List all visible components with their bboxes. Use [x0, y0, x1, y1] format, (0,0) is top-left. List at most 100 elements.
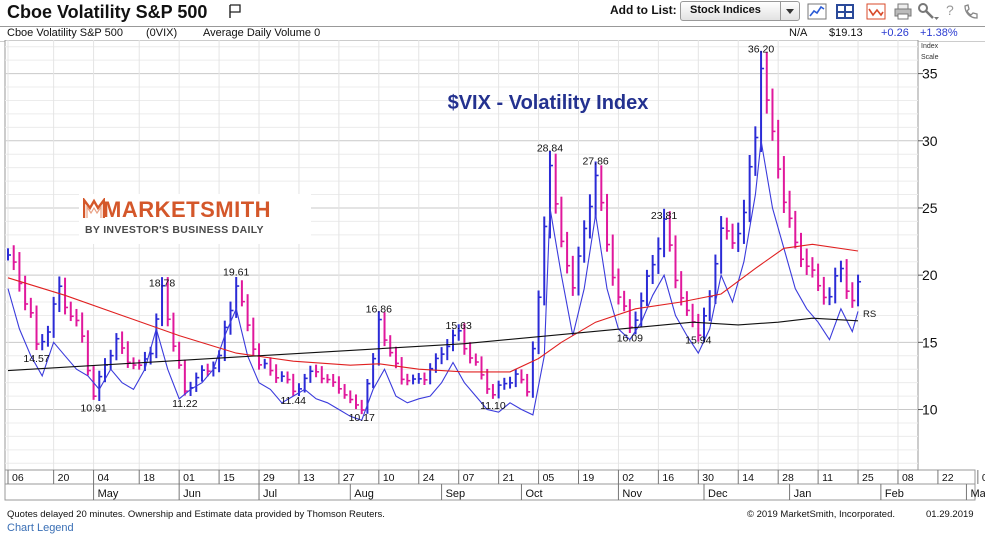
ohlc-bar [332, 373, 337, 387]
marketsmith-name: MARKETSMITH [103, 197, 272, 222]
x-tick-label: 08 [902, 472, 914, 484]
ohlc-bar [320, 366, 325, 384]
ohlc-bar [491, 384, 496, 399]
ohlc-bar [737, 222, 742, 252]
ohlc-bar [223, 320, 228, 362]
line-chart-icon[interactable] [807, 3, 827, 20]
month-label: Jan [794, 488, 812, 500]
ohlc-bar [503, 377, 508, 390]
ohlc-bar [377, 311, 382, 366]
ohlc-bar [628, 299, 633, 333]
x-tick-label: 0 [982, 472, 985, 484]
ohlc-bar [554, 153, 559, 214]
rs-line [7, 140, 859, 421]
ohlc-bar [714, 254, 719, 305]
ohlc-bar [29, 297, 34, 318]
ohlc-bar [446, 339, 451, 361]
month-label: Aug [354, 488, 374, 500]
ohlc-bar [58, 276, 63, 313]
ohlc-bar [195, 372, 200, 392]
phone-icon[interactable] [962, 3, 980, 20]
header-bar: Cboe Volatility S&P 500 Add to List: Sto… [0, 0, 985, 26]
ohlc-bar [834, 267, 839, 304]
ohlc-bar [782, 156, 787, 213]
price-bars [7, 50, 862, 415]
price-annotation: 11.10 [480, 400, 506, 412]
list-select[interactable]: Stock Indices [680, 1, 800, 21]
footer-disclaimer: Quotes delayed 20 minutes. Ownership and… [7, 509, 385, 520]
ohlc-bar [64, 277, 69, 315]
security-symbol: (0VIX) [146, 27, 178, 39]
ohlc-bar [537, 290, 542, 355]
ohlc-bar [668, 211, 673, 252]
price-annotation: 28.84 [537, 142, 563, 154]
ohlc-bar [263, 358, 268, 369]
ohlc-bar [355, 394, 360, 410]
ohlc-bar [360, 399, 365, 415]
ohlc-bar [24, 275, 29, 311]
ohlc-bar [400, 357, 405, 385]
ohlc-bar [486, 368, 491, 394]
ohlc-bar [109, 349, 114, 370]
grid-layout-icon[interactable] [835, 3, 855, 20]
ohlc-bar [172, 312, 177, 352]
x-tick-label: 14 [742, 472, 754, 484]
security-name: Cboe Volatility S&P 500 [7, 27, 123, 39]
ohlc-bar [315, 364, 320, 378]
ohlc-bar [623, 290, 628, 312]
tools-icon[interactable] [918, 3, 940, 20]
ohlc-bar [12, 245, 17, 271]
ohlc-bar [828, 287, 833, 306]
help-icon[interactable]: ? [946, 2, 954, 18]
ohlc-bar [440, 347, 445, 365]
price-annotation: 36.20 [748, 43, 774, 55]
price-annotation: 16.86 [366, 303, 392, 315]
x-tick-label: 07 [463, 472, 475, 484]
ohlc-bar [417, 373, 422, 384]
ohlc-bar [674, 235, 679, 289]
chart-legend-link[interactable]: Chart Legend [7, 522, 74, 534]
ohlc-bar [794, 210, 799, 249]
ohlc-bar [742, 199, 747, 244]
ohlc-bar [731, 223, 736, 249]
ohlc-bar [280, 371, 285, 382]
x-tick-label: 11 [822, 472, 833, 484]
price-annotation: 27.86 [582, 156, 608, 168]
ohlc-bar [349, 390, 354, 404]
ohlc-bar [617, 268, 622, 305]
ohlc-bar [115, 333, 120, 361]
ohlc-bar [548, 151, 553, 239]
ohlc-bar [811, 257, 816, 278]
ohlc-bar [514, 368, 519, 388]
flag-icon[interactable] [229, 4, 242, 19]
ohlc-bar [383, 312, 388, 347]
ohlc-bar [337, 376, 342, 394]
x-tick-label: 20 [58, 472, 70, 484]
x-tick-label: 10 [383, 472, 395, 484]
ohlc-bar [35, 305, 40, 351]
ohlc-bar [606, 193, 611, 252]
month-label: Mar [970, 488, 985, 500]
month-label: Jul [263, 488, 277, 500]
scale-label: Scale [921, 54, 939, 61]
price-annotation: 11.22 [172, 398, 198, 410]
marketsmith-sub: BY INVESTOR'S BUSINESS DAILY [85, 224, 264, 236]
ohlc-bar [725, 217, 730, 240]
marketsmith-m-icon [83, 198, 105, 218]
rs-line-label: RS [863, 309, 876, 320]
price-annotation: 19.61 [223, 266, 249, 278]
y-tick-label: 10 [922, 402, 938, 418]
print-icon[interactable] [894, 3, 912, 20]
ohlc-bar [18, 252, 23, 292]
ohlc-bar [366, 378, 371, 414]
ohlc-bar [760, 50, 765, 152]
chart-alert-icon[interactable] [866, 3, 886, 20]
ohlc-bar [75, 308, 80, 327]
ohlc-bar [474, 353, 479, 366]
ohlc-bar [600, 165, 605, 211]
ohlc-bar [81, 312, 86, 343]
ohlc-bar [788, 190, 793, 228]
ohlc-bar [566, 231, 571, 274]
ohlc-bar [86, 330, 91, 376]
ohlc-bar [429, 363, 434, 385]
